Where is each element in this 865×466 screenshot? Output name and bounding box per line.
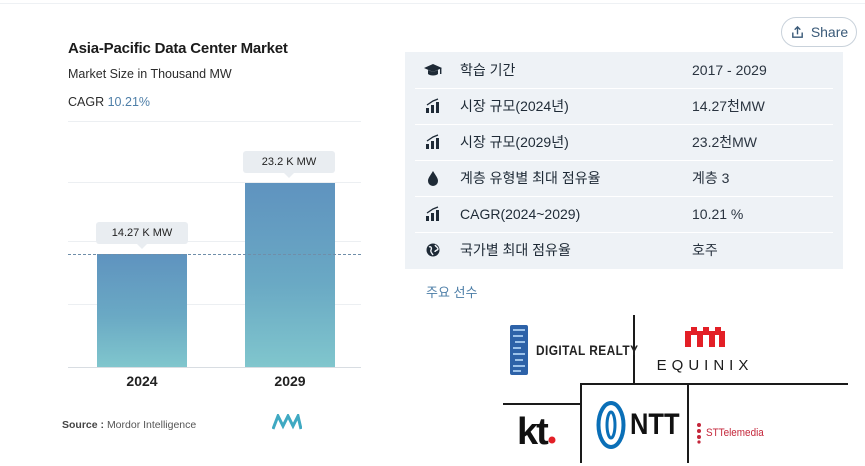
row-divider [415, 196, 833, 197]
bar-2029 [245, 183, 335, 367]
stat-row-study-period: 학습 기간 2017 - 2029 [405, 52, 843, 88]
stat-label: 시장 규모(2029년) [460, 134, 569, 150]
source-value: Mordor Intelligence [106, 419, 197, 431]
digital-realty-mark-icon [510, 325, 528, 375]
reference-line [68, 253, 361, 255]
equinix-logo: EQUINIX [650, 320, 760, 378]
grid-line [68, 182, 361, 183]
row-divider [415, 160, 833, 161]
grid-line [68, 304, 361, 305]
key-stats-panel: 학습 기간 2017 - 2029 시장 규모(2024년) 14.27천MW … [405, 52, 843, 269]
equinix-text: EQUINIX [656, 356, 754, 374]
equinix-mark-icon [685, 326, 725, 347]
stat-label: CAGR(2024~2029) [460, 206, 581, 222]
ntt-text: NTT [630, 408, 680, 441]
mordor-intelligence-logo [272, 414, 302, 430]
logo-grid-line [580, 383, 848, 385]
stat-value: 23.2천MW [692, 134, 758, 150]
source-note: Source : Mordor Intelligence [62, 419, 196, 431]
st-telemedia-mark-icon [697, 423, 701, 444]
cagr-label: CAGR [68, 95, 105, 109]
digital-realty-text: DIGITAL REALTY [536, 342, 639, 358]
top-divider [0, 3, 865, 4]
chart-subtitle: Market Size in Thousand MW [68, 67, 232, 81]
stat-value: 호주 [692, 242, 718, 258]
share-label: Share [810, 24, 849, 40]
share-icon [791, 25, 803, 38]
kt-dot-icon [548, 436, 556, 444]
st-telemedia-logo: STTelemedia [694, 418, 770, 448]
data-label-2024: 14.27 K MW [96, 221, 188, 249]
stat-row-market-size-2024: 시장 규모(2024년) 14.27천MW [405, 88, 843, 124]
bar-2024 [97, 253, 187, 367]
globe-icon [423, 242, 443, 258]
share-button[interactable]: Share [781, 17, 857, 47]
kt-text: kt [517, 410, 549, 453]
logo-grid-line [503, 403, 580, 405]
source-label: Source : [62, 419, 105, 431]
cagr-value: 10.21% [107, 95, 151, 109]
stat-value: 10.21 % [692, 206, 744, 222]
stat-row-largest-share-country: 국가별 최대 점유율 호주 [405, 232, 843, 268]
kt-logo: kt [517, 410, 556, 454]
x-tick-2024: 2024 [126, 373, 158, 389]
stat-label: 국가별 최대 점유율 [460, 242, 571, 258]
stat-value: 2017 - 2029 [692, 62, 767, 78]
st-telemedia-text: STTelemedia [706, 427, 764, 439]
stat-row-largest-share-tier: 계층 유형별 최대 점유율 계층 3 [405, 160, 843, 196]
bar-chart-up-icon [423, 206, 443, 222]
stat-row-cagr: CAGR(2024~2029) 10.21 % [405, 196, 843, 232]
stat-value: 계층 3 [692, 170, 730, 186]
x-tick-2029: 2029 [274, 373, 306, 389]
stat-label: 시장 규모(2024년) [460, 98, 569, 114]
logo-grid-line [580, 383, 582, 463]
key-players-title: 주요 선수 [426, 285, 478, 300]
stat-label: 학습 기간 [460, 62, 516, 78]
row-divider [415, 124, 833, 125]
ntt-mark-icon [596, 401, 626, 449]
stat-value: 14.27천MW [692, 98, 765, 114]
grid-line [68, 121, 361, 122]
row-divider [415, 232, 833, 233]
graduation-cap-icon [423, 62, 443, 78]
stat-row-market-size-2029: 시장 규모(2029년) 23.2천MW [405, 124, 843, 160]
stat-label: 계층 유형별 최대 점유율 [460, 170, 601, 186]
logo-grid-line [633, 315, 635, 383]
data-label-2029: 23.2 K MW [243, 151, 335, 178]
chart-title: Asia-Pacific Data Center Market [68, 40, 288, 57]
bar-chart-up-icon [423, 98, 443, 114]
row-divider [415, 88, 833, 89]
cagr-summary: CAGR 10.21% [68, 95, 150, 109]
digital-realty-logo: DIGITAL REALTY [509, 322, 657, 378]
ntt-logo: NTT [596, 397, 688, 453]
drop-icon [423, 170, 443, 186]
bar-chart-up-icon [423, 134, 443, 150]
grid-line [68, 241, 361, 242]
chart-baseline [68, 367, 361, 368]
logo-grid-line [687, 383, 689, 463]
